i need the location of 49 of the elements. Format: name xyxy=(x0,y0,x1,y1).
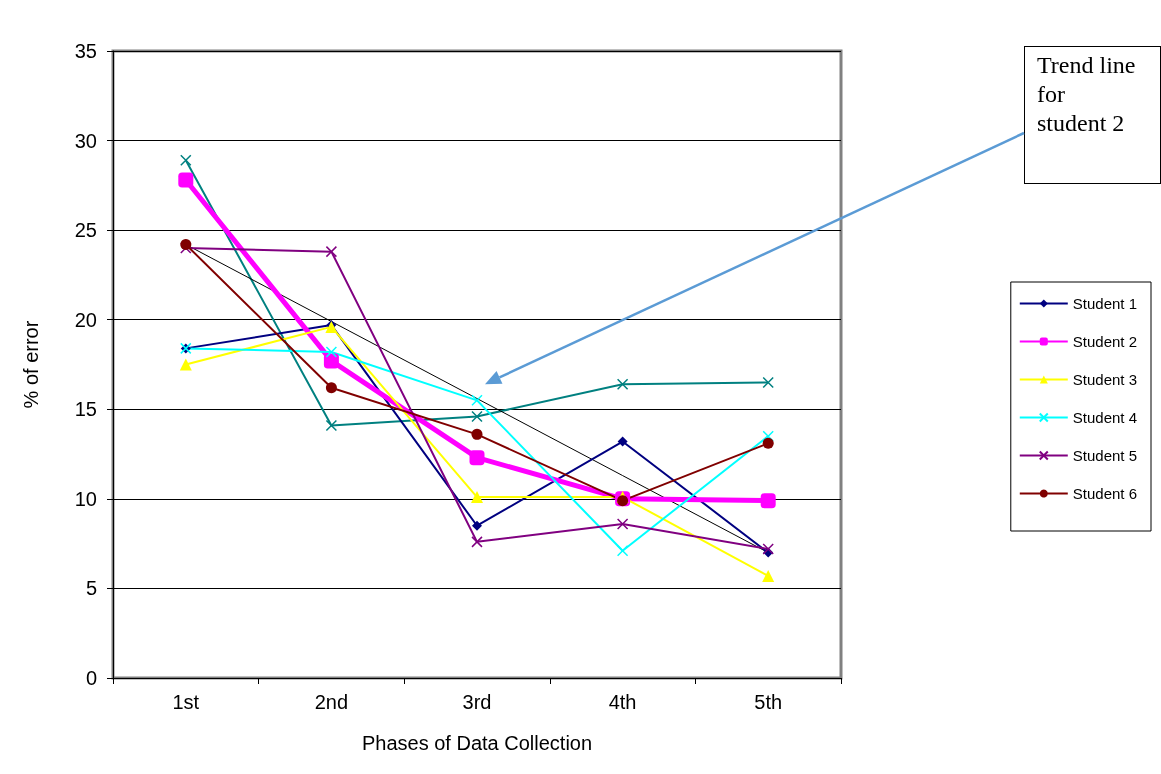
point xyxy=(180,238,192,250)
y-tick-label: 35 xyxy=(74,40,97,62)
point xyxy=(471,394,483,407)
point xyxy=(762,376,774,389)
point xyxy=(469,450,485,466)
point xyxy=(617,495,629,507)
x-axis-title: Phases of Data Collection xyxy=(361,732,593,754)
y-tick-label: 15 xyxy=(74,398,97,421)
legend-label: Student 5 xyxy=(1072,447,1137,464)
point xyxy=(178,172,194,188)
x-tick-label: 3rd xyxy=(462,691,492,713)
x-tick-label: 2nd xyxy=(314,691,349,713)
point xyxy=(616,518,629,530)
point xyxy=(180,154,192,167)
point xyxy=(472,520,482,531)
point xyxy=(762,543,774,555)
point xyxy=(325,346,338,358)
legend-label: Student 6 xyxy=(1072,485,1137,502)
y-tick-label: 20 xyxy=(74,308,97,331)
legend-label: Student 2 xyxy=(1072,333,1137,350)
y-tick-label: 25 xyxy=(74,219,97,242)
point xyxy=(325,382,337,394)
point xyxy=(471,536,483,548)
y-tick-label: 10 xyxy=(74,487,97,510)
y-axis-title: % of error xyxy=(20,320,42,409)
point xyxy=(616,378,629,390)
point xyxy=(617,436,628,447)
point xyxy=(760,493,776,509)
y-tick-label: 5 xyxy=(85,577,97,600)
y-tick-label: 0 xyxy=(85,667,97,689)
point xyxy=(762,437,774,449)
point xyxy=(616,545,629,557)
point xyxy=(762,430,774,442)
point xyxy=(323,353,339,369)
y-tick-label: 30 xyxy=(74,129,97,152)
text: Trend line for student 2 xyxy=(1024,46,1161,184)
point xyxy=(325,419,338,432)
legend-label: Student 4 xyxy=(1072,409,1137,426)
legend-label: Student 1 xyxy=(1072,295,1137,312)
point xyxy=(325,245,338,258)
point xyxy=(179,358,192,371)
point xyxy=(471,410,483,423)
point xyxy=(471,428,483,440)
legend-label: Student 3 xyxy=(1072,371,1137,388)
x-tick-label: 4th xyxy=(608,691,637,713)
point xyxy=(471,491,483,504)
x-tick-label: 5th xyxy=(754,691,783,713)
point xyxy=(762,569,775,582)
x-tick-label: 1st xyxy=(172,691,200,713)
